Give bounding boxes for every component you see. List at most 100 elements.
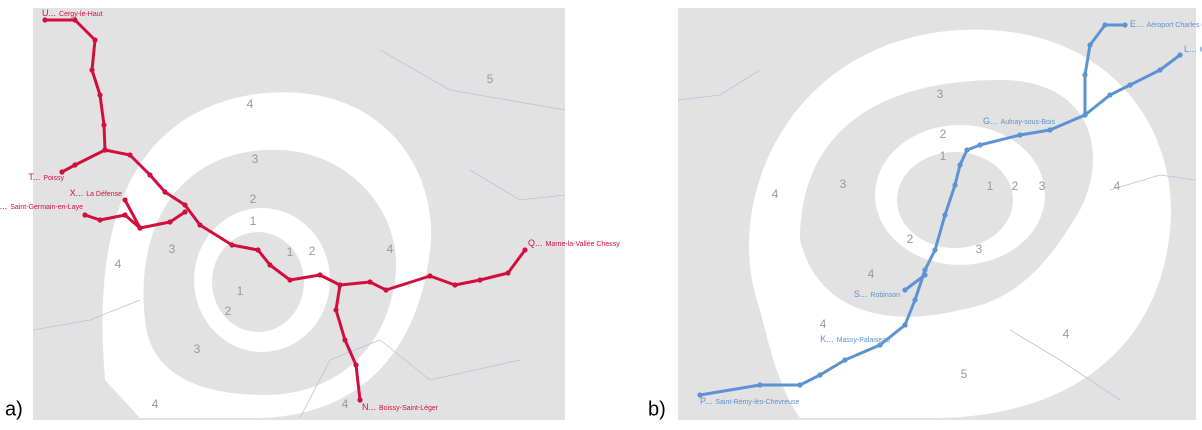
station — [1082, 72, 1088, 78]
terminal-label: Q... Marne-la-Vallée Chessy — [528, 238, 620, 248]
zone-1-area — [897, 152, 1013, 248]
station — [952, 182, 958, 188]
station — [342, 337, 348, 343]
terminal-name: Saint-Germain-en-Laye — [10, 204, 83, 211]
boundaries — [677, 69, 1197, 401]
station — [72, 162, 78, 168]
terminal-label: S... Robinson — [854, 289, 900, 299]
terminal-name: Marne-la-Vallée Chessy — [546, 241, 621, 248]
terminal-code: Z... — [0, 201, 7, 211]
station — [59, 169, 65, 175]
station — [1127, 82, 1133, 88]
station — [101, 122, 107, 128]
panel-label: b) — [648, 398, 666, 420]
station — [452, 282, 458, 288]
terminal-name: Mitry-Claye — [1200, 47, 1202, 54]
station — [122, 212, 128, 218]
zone-1-area — [212, 232, 304, 332]
rail-line — [699, 53, 1181, 397]
zone-label: 3 — [1039, 179, 1046, 193]
station — [97, 217, 103, 223]
terminal-label: L...Mitry-Claye — [1184, 44, 1202, 54]
terminal-label: X... La Défense — [70, 188, 122, 198]
map-b — [677, 8, 1197, 420]
station — [912, 297, 918, 303]
station — [92, 37, 98, 43]
station — [97, 92, 103, 98]
terminal-name: Cergy-le-Haut — [59, 11, 103, 18]
zone-label: 2 — [940, 127, 947, 141]
zone-label: 4 — [868, 267, 875, 281]
station — [964, 147, 970, 153]
station — [477, 277, 483, 283]
station — [137, 225, 143, 231]
station — [333, 307, 339, 313]
station — [337, 282, 343, 288]
zone-label: 3 — [976, 242, 983, 256]
station — [817, 372, 823, 378]
zone-label: 4 — [387, 242, 394, 256]
zone-label: 3 — [840, 177, 847, 191]
zone-label: 4 — [820, 317, 827, 331]
station — [1082, 112, 1088, 118]
station — [182, 202, 188, 208]
station — [167, 219, 173, 225]
station — [522, 247, 528, 253]
station — [357, 397, 363, 403]
terminal-code: L... — [1184, 44, 1197, 54]
map-a — [32, 8, 566, 420]
station — [267, 262, 273, 268]
rail-line — [84, 210, 186, 230]
station — [1157, 67, 1163, 73]
station — [1107, 92, 1113, 98]
terminal-label: Z...Saint-Germain-en-Laye — [0, 201, 83, 211]
terminal-code: E... — [1130, 19, 1144, 29]
terminal-code: N... — [362, 402, 376, 412]
terminal-label: U... Cergy-le-Haut — [42, 8, 103, 18]
station — [42, 17, 48, 23]
station — [229, 242, 235, 248]
station — [902, 322, 908, 328]
rail-line — [123, 199, 142, 229]
zone-label: 4 — [115, 257, 122, 271]
zone-label: 4 — [1114, 179, 1121, 193]
station — [147, 172, 153, 178]
station — [877, 342, 883, 348]
zone-label: 4 — [342, 397, 349, 411]
station — [842, 357, 848, 363]
station — [957, 162, 963, 168]
zone-label: 2 — [1012, 179, 1019, 193]
station — [1047, 127, 1053, 133]
station — [697, 392, 703, 398]
station — [367, 279, 373, 285]
terminal-code: P... — [700, 396, 712, 406]
zone-label: 3 — [194, 342, 201, 356]
zone-label: 2 — [907, 232, 914, 246]
station — [902, 287, 908, 293]
station — [922, 272, 928, 278]
zone-label: 2 — [309, 244, 316, 258]
station — [1177, 52, 1183, 58]
station — [1102, 22, 1108, 28]
station — [383, 287, 389, 293]
station — [197, 222, 203, 228]
terminal-code: K... — [820, 334, 834, 344]
zone-label: 3 — [252, 152, 259, 166]
zone-label: 2 — [225, 304, 232, 318]
station — [1122, 22, 1128, 28]
terminal-code: U... — [42, 8, 56, 18]
zone-label: 1 — [940, 149, 947, 163]
zone-label: 1 — [987, 179, 994, 193]
station — [757, 382, 763, 388]
zone-label: 2 — [250, 192, 257, 206]
terminal-name: Robinson — [870, 292, 900, 299]
station — [1087, 42, 1093, 48]
station — [89, 67, 95, 73]
terminal-label: N... Boissy-Saint-Léger — [362, 402, 439, 412]
terminal-label: K... Massy-Palaiseau — [820, 334, 890, 344]
zone-label: 4 — [247, 97, 254, 111]
station — [162, 189, 168, 195]
rail-line — [904, 273, 926, 292]
